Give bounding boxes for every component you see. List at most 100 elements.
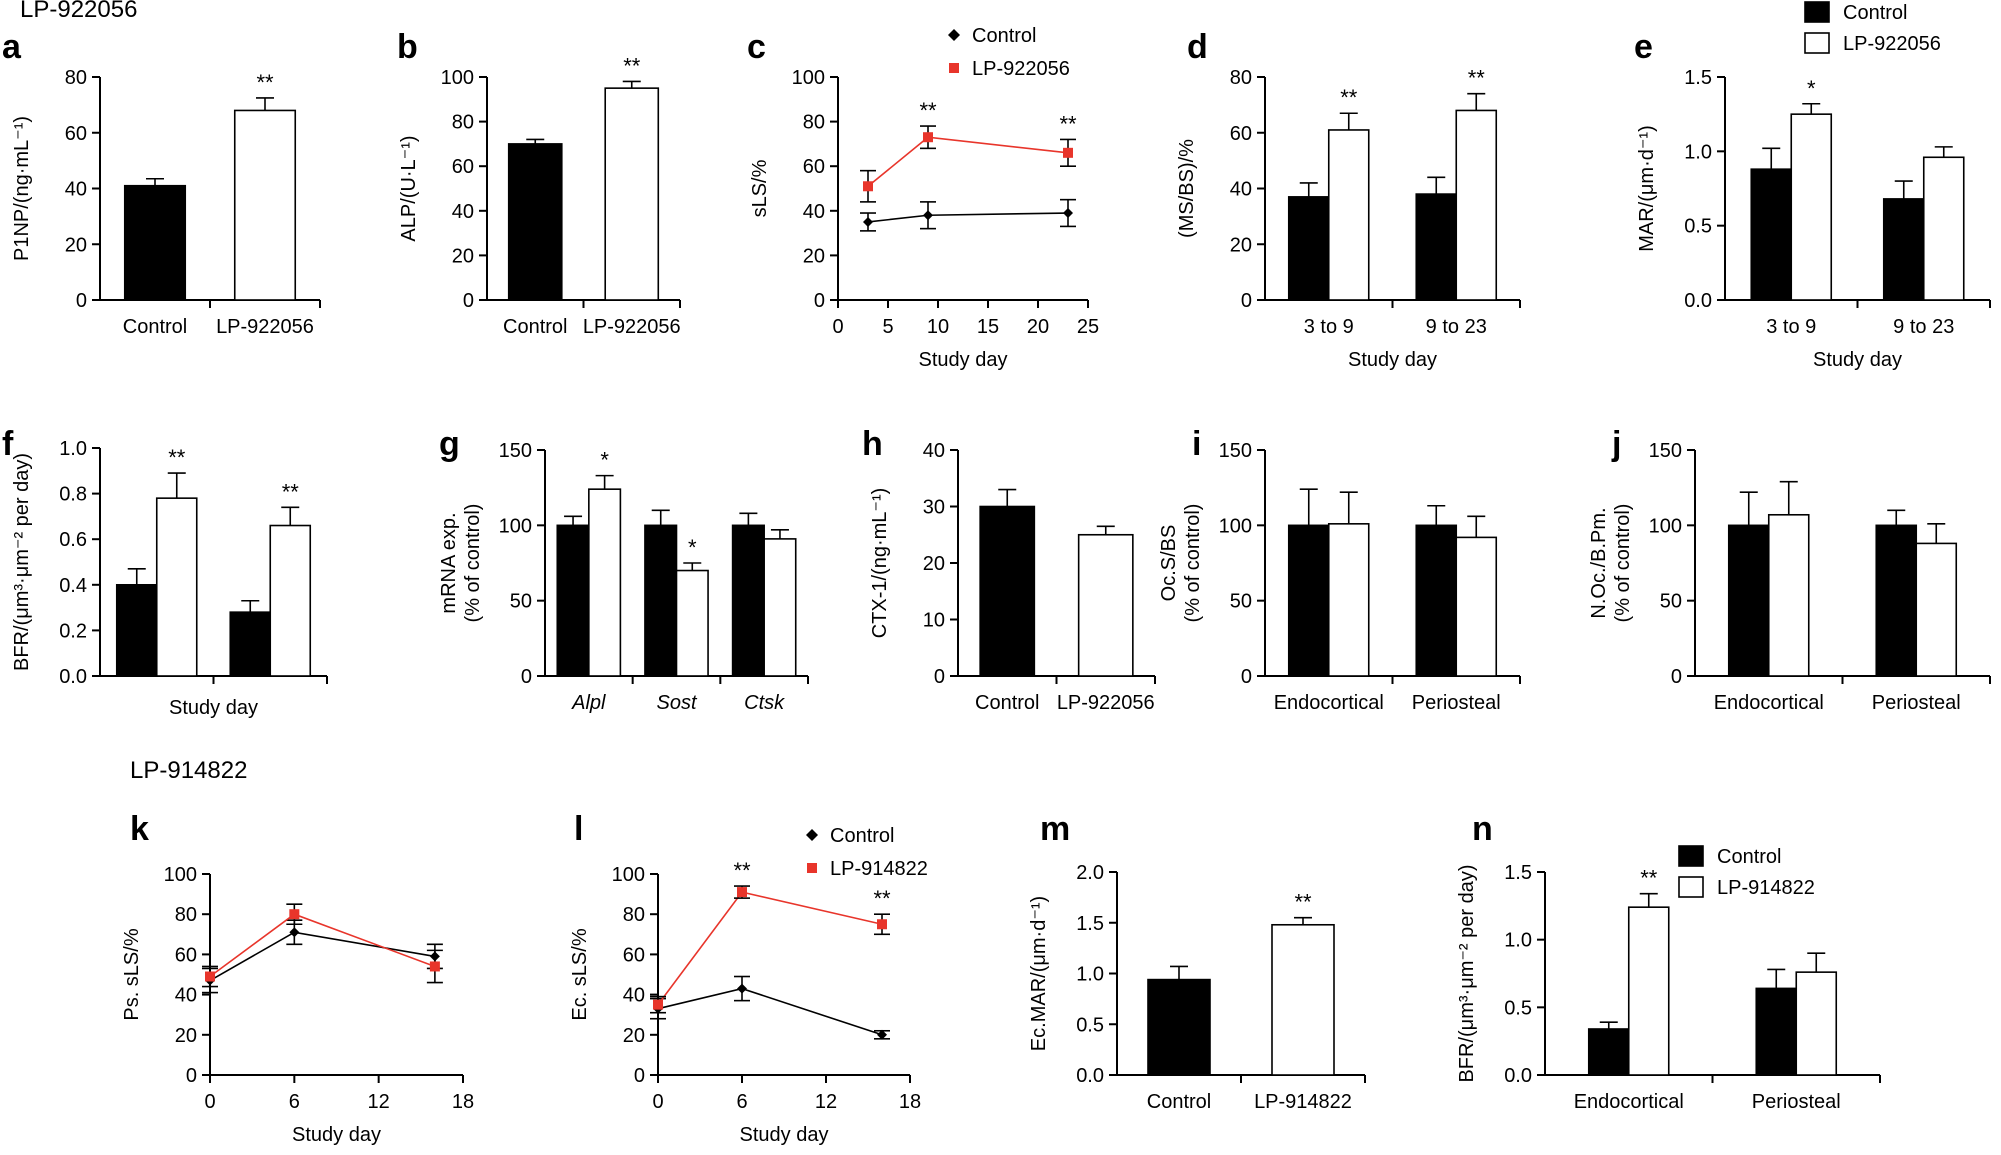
series-line-Control [209, 931, 436, 982]
y-tick-label-l: 0 [634, 1065, 645, 1087]
significance-label: ** [1294, 890, 1312, 915]
bar-Control [556, 524, 590, 677]
x-category-label: LP-922056 [216, 316, 314, 338]
x-axis-label-e: Study day [1813, 349, 1902, 371]
data-point-Control [863, 216, 873, 227]
significance-label: ** [919, 98, 937, 123]
x-category-label: 9 to 23 [1426, 316, 1487, 338]
y-tick-label-b: 40 [452, 201, 474, 223]
x-tick-label-k: 12 [368, 1091, 390, 1113]
y-tick-label-e: 0.5 [1684, 216, 1712, 238]
bar-LP-922056 [1077, 533, 1134, 677]
x-category-label: Alpl [571, 692, 606, 714]
bar-Control [1882, 198, 1925, 301]
y-tick-label-g: 150 [499, 440, 532, 462]
panel-label-l: l [574, 810, 583, 848]
bar-LP-922056 [763, 538, 797, 677]
y-axis-label-b: ALP/(U·L⁻¹) [398, 135, 420, 241]
panel-label-e: e [1634, 28, 1653, 66]
figure-title-top: LP-922056 [20, 0, 138, 23]
panel-label-f: f [2, 425, 14, 463]
y-tick-label-b: 80 [452, 112, 474, 134]
significance-label: ** [1640, 866, 1658, 891]
y-tick-label-d: 0 [1241, 290, 1252, 312]
y-tick-label-b: 60 [452, 156, 474, 178]
panel-c: c 0 20 40 60 80 100 sLS/% 0 5 10 15 20 25 ** ** Study da… [747, 25, 1099, 371]
panel-g: g 0 50 100 150 mRNA exp. (% of control) * Alpl * S… [438, 425, 809, 714]
figure-title-bottom: LP-914822 [130, 757, 248, 784]
y-tick-label-d: 80 [1230, 67, 1252, 89]
x-tick-label-l: 6 [736, 1091, 747, 1113]
bar-Control [1415, 193, 1458, 301]
legend-swatch [1678, 876, 1704, 898]
y-tick-label-f: 1.0 [59, 438, 87, 460]
legend-label: Control [1717, 846, 1781, 868]
y-tick-label-k: 60 [175, 944, 197, 966]
legend-label: Control [972, 25, 1036, 47]
legend-label: Control [830, 825, 894, 847]
x-category-label: 3 to 9 [1766, 316, 1816, 338]
bar-LP-922056 [1767, 513, 1810, 677]
series-line-LP-922056 [867, 136, 1069, 187]
bar-LP-922056 [155, 497, 198, 677]
y-axis-label-i: (% of control) [1182, 504, 1204, 623]
y-tick-label-m: 1.0 [1076, 964, 1104, 986]
y-tick-label-g: 0 [521, 666, 532, 688]
y-tick-label-h: 10 [923, 610, 945, 632]
data-point-LP-922056 [1063, 147, 1073, 158]
legend-marker [807, 863, 817, 873]
y-tick-label-l: 20 [623, 1025, 645, 1047]
x-category-label: Control [503, 316, 567, 338]
significance-label: * [688, 535, 697, 560]
x-tick-label-c: 10 [927, 316, 949, 338]
bar-LP-922056 [233, 109, 297, 301]
y-tick-label-d: 60 [1230, 123, 1252, 145]
data-point-LP-914822 [289, 909, 300, 920]
bar-LP-922056 [675, 569, 709, 677]
y-tick-label-k: 80 [175, 904, 197, 926]
bar-LP-922056 [1327, 129, 1370, 301]
significance-label: ** [256, 70, 274, 95]
bar-Control [1287, 196, 1330, 301]
y-tick-label-n: 0.5 [1504, 997, 1532, 1019]
y-tick-label-k: 100 [164, 864, 197, 886]
y-tick-label-b: 0 [463, 290, 474, 312]
bar-Control [731, 524, 765, 677]
bar-LP-914822 [1795, 971, 1838, 1076]
bar-LP-922056 [1915, 542, 1958, 677]
legend-swatch [1804, 32, 1830, 54]
panel-label-d: d [1187, 28, 1208, 66]
y-tick-label-j: 50 [1660, 591, 1682, 613]
y-tick-label-i: 100 [1219, 515, 1252, 537]
y-tick-label-d: 20 [1230, 234, 1252, 256]
x-axis-label-d: Study day [1348, 349, 1437, 371]
panel-e: e 0.0 0.5 1.0 1.5 MAR/(μm·d⁻¹) * 3 to 9 9 to 23 S… [1634, 1, 1991, 371]
bar-Control [979, 505, 1036, 677]
y-tick-label-l: 40 [623, 985, 645, 1007]
panel-label-m: m [1040, 810, 1070, 848]
significance-label: ** [1340, 85, 1358, 110]
y-tick-label-m: 0.0 [1076, 1065, 1104, 1087]
y-axis-label-l: Ec. sLS/% [569, 928, 591, 1020]
x-tick-label-l: 0 [652, 1091, 663, 1113]
x-tick-label-k: 6 [289, 1091, 300, 1113]
data-point-LP-922056 [923, 132, 933, 143]
y-tick-label-e: 0.0 [1684, 290, 1712, 312]
x-category-label: Control [975, 692, 1039, 714]
panel-label-c: c [747, 28, 766, 66]
legend-label: LP-914822 [830, 858, 928, 880]
panel-h: h 0 10 20 30 40 CTX-1/(ng·mL⁻¹) Control LP-92205… [862, 425, 1156, 714]
data-point-Control [737, 983, 747, 994]
y-tick-label-k: 0 [186, 1065, 197, 1087]
y-axis-label-h: CTX-1/(ng·mL⁻¹) [869, 488, 891, 639]
x-category-label: Control [123, 316, 187, 338]
y-tick-label-i: 0 [1241, 666, 1252, 688]
x-tick-label-c: 15 [977, 316, 999, 338]
y-tick-label-c: 100 [792, 67, 825, 89]
panel-i: i 0 50 100 150 Oc.S/BS (% of control) Endocorti… [1158, 425, 1521, 714]
data-point-Control [289, 927, 300, 938]
x-tick-label-c: 5 [882, 316, 893, 338]
x-category-label: LP-922056 [583, 316, 681, 338]
panel-label-j: j [1611, 425, 1621, 463]
